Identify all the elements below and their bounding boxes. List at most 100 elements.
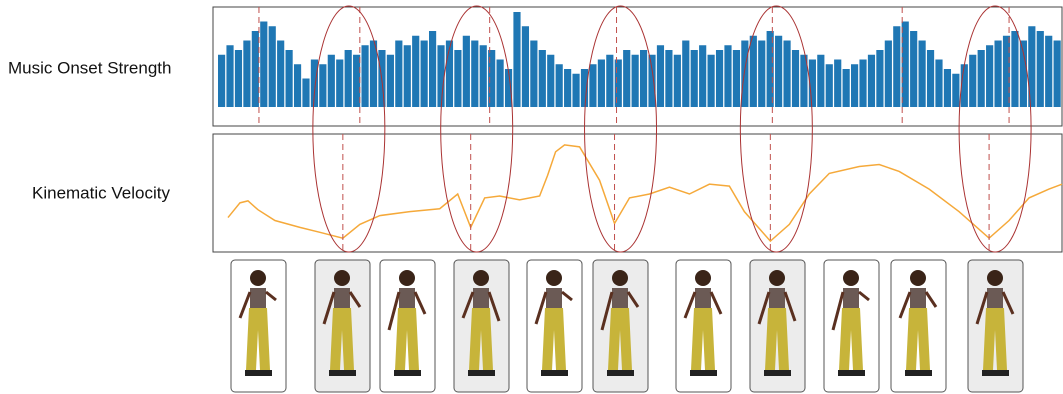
pose-head [546,270,562,286]
pose-feet [468,370,495,376]
onset-bar [497,60,504,108]
onset-bar [294,64,301,107]
onset-bar [952,74,959,107]
pose-torso [250,288,266,308]
onset-bar [243,41,250,108]
onset-bar [421,41,428,108]
onset-bar [564,69,571,107]
onset-bar [1011,31,1018,107]
pose-feet [541,370,568,376]
match-ellipse [585,6,657,252]
onset-bar [572,74,579,107]
pose-head [987,270,1003,286]
onset-bar [733,50,740,107]
pose-head [612,270,628,286]
onset-bar [522,26,529,107]
pose-head [695,270,711,286]
pose-frames [231,260,1023,392]
onset-bar [750,36,757,107]
onset-bar [783,41,790,108]
onset-bar [437,45,444,107]
onset-bar [1054,41,1061,108]
pose-torso [399,288,415,308]
onset-bar [758,41,765,108]
onset-bar [606,55,613,107]
onset-bar [547,55,554,107]
onset-bar [412,36,419,107]
onset-bar [353,55,360,107]
onset-bar [488,50,495,107]
onset-bar [682,41,689,108]
onset-bar [961,64,968,107]
onset-bar [910,31,917,107]
onset-bar [454,50,461,107]
onset-bar [286,50,293,107]
onset-bar [463,36,470,107]
onset-bar [632,55,639,107]
onset-bar [893,26,900,107]
onset-bar [252,31,259,107]
onset-bar [302,79,309,108]
pose-torso [987,288,1003,308]
pose-feet [905,370,932,376]
onset-bar [319,64,326,107]
pose-feet [838,370,865,376]
onset-bar [927,50,934,107]
onset-bar [513,12,520,107]
onset-bar [859,60,866,108]
onset-bar [581,69,588,107]
velocity-line [228,145,1062,241]
onset-bar [218,55,225,107]
onset-bar [665,50,672,107]
pose-head [473,270,489,286]
onset-bar [978,50,985,107]
onset-bar [480,45,487,107]
onset-bar [277,41,284,108]
onset-bar [792,50,799,107]
onset-bar [260,22,267,108]
onset-bar [1037,31,1044,107]
onset-bar [885,41,892,108]
onset-bar [834,60,841,108]
onset-bar [969,55,976,107]
onset-bar [361,45,368,107]
pose-head [843,270,859,286]
pose-torso [612,288,628,308]
pose-feet [329,370,356,376]
onset-bar [817,55,824,107]
pose-feet [764,370,791,376]
pose-head [399,270,415,286]
onset-bar [691,50,698,107]
pose-feet [982,370,1009,376]
onset-bar [226,45,233,107]
onset-bar [530,41,537,108]
pose-feet [394,370,421,376]
onset-bar [640,50,647,107]
onset-bar [336,60,343,108]
onset-bar [556,64,563,107]
figure: Music Onset Strength Kinematic Velocity [0,0,1063,394]
pose-feet [690,370,717,376]
onset-bar [598,60,605,108]
onset-bar [395,41,402,108]
onset-bar [741,41,748,108]
onset-bar [328,55,335,107]
onset-bar [919,41,926,108]
onset-bar [345,50,352,107]
onset-bar [724,45,731,107]
onset-bar [648,55,655,107]
row-label: Music Onset Strength [8,58,171,77]
pose-feet [607,370,634,376]
pose-feet [245,370,272,376]
onset-bar [775,36,782,107]
pose-torso [334,288,350,308]
onset-bar [699,45,706,107]
pose-head [250,270,266,286]
pose-head [910,270,926,286]
onset-bar [994,41,1001,108]
onset-bar [311,60,318,108]
pose-torso [546,288,562,308]
onset-bar [868,55,875,107]
pose-head [769,270,785,286]
onset-bar [387,55,394,107]
